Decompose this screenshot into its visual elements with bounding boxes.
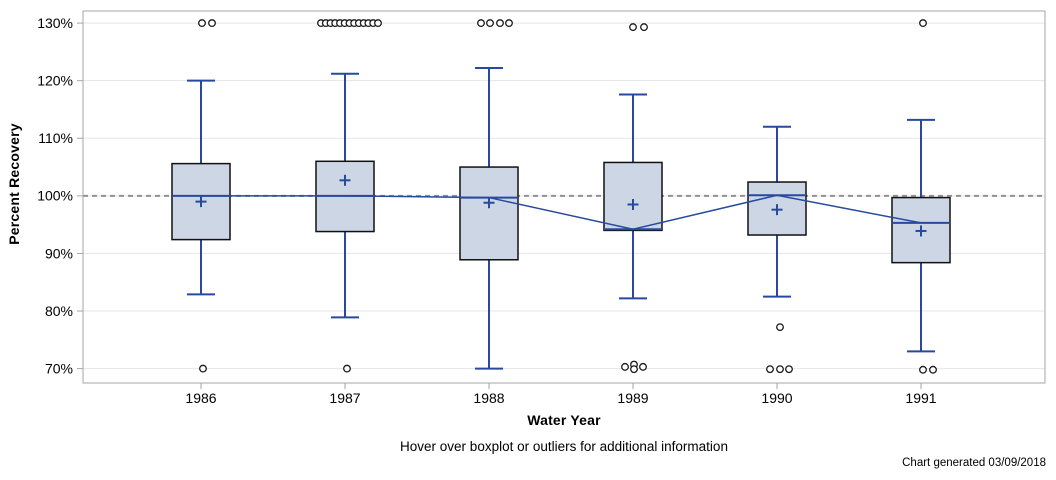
outlier-point[interactable] xyxy=(505,19,513,28)
x-tick-label: 1988 xyxy=(473,390,504,406)
outlier-point[interactable] xyxy=(929,365,937,374)
outlier-point[interactable] xyxy=(776,365,784,374)
x-tick-label: 1990 xyxy=(761,390,792,406)
y-tick-label: 100% xyxy=(37,188,73,204)
outlier-point[interactable] xyxy=(766,365,774,374)
y-axis-title: Percent Recovery xyxy=(6,123,22,245)
outlier-point[interactable] xyxy=(640,23,648,32)
outlier-point[interactable] xyxy=(639,362,647,371)
outlier-point[interactable] xyxy=(343,364,351,373)
y-tick-label: 130% xyxy=(37,15,73,31)
x-tick-label: 1989 xyxy=(617,390,648,406)
x-tick-label: 1991 xyxy=(905,390,936,406)
outlier-point[interactable] xyxy=(919,365,927,374)
outlier-point[interactable] xyxy=(776,323,784,332)
boxplot-group-1989[interactable] xyxy=(603,93,663,300)
outlier-point[interactable] xyxy=(374,19,382,28)
outlier-point[interactable] xyxy=(496,19,504,28)
iqr-box xyxy=(603,161,663,232)
outlier-point[interactable] xyxy=(621,362,629,371)
outlier-point[interactable] xyxy=(919,19,927,28)
y-tick-label: 80% xyxy=(45,303,73,319)
boxplot-group-1988[interactable] xyxy=(459,67,519,370)
y-tick-label: 70% xyxy=(45,361,73,377)
outlier-point[interactable] xyxy=(486,19,494,28)
y-tick-label: 110% xyxy=(38,130,73,146)
median-connect-line xyxy=(201,194,922,231)
outlier-point[interactable] xyxy=(198,19,206,28)
outlier-point[interactable] xyxy=(477,19,485,28)
outlier-point[interactable] xyxy=(785,365,793,374)
y-tick-label: 120% xyxy=(37,73,73,89)
chart-generated-timestamp: Chart generated 03/09/2018 xyxy=(902,457,1046,469)
iqr-box xyxy=(459,166,519,261)
outlier-point[interactable] xyxy=(199,364,207,373)
x-tick-label: 1987 xyxy=(329,390,360,406)
outlier-point[interactable] xyxy=(208,19,216,28)
plot-frame xyxy=(82,10,1046,384)
hover-hint-footnote: Hover over boxplot or outliers for addit… xyxy=(400,439,728,454)
x-tick-label: 1986 xyxy=(185,390,216,406)
x-axis-title: Water Year xyxy=(527,412,601,428)
outlier-point[interactable] xyxy=(629,23,637,32)
boxplot-group-1986[interactable] xyxy=(171,79,231,296)
outlier-point[interactable] xyxy=(630,365,638,374)
y-tick-label: 90% xyxy=(45,245,73,261)
